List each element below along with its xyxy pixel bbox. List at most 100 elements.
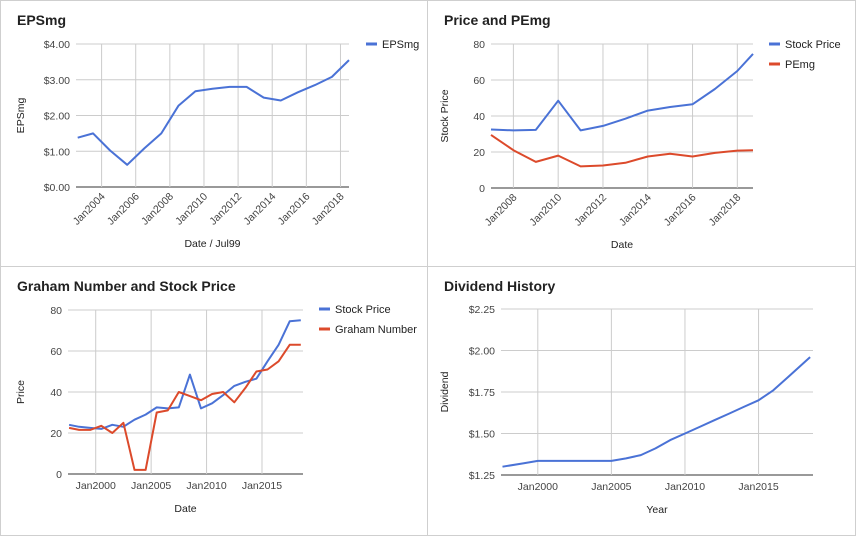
data-point[interactable] [565, 458, 570, 463]
data-point[interactable] [578, 128, 583, 133]
data-point[interactable] [624, 456, 629, 461]
data-point[interactable] [143, 412, 148, 417]
data-point[interactable] [176, 103, 181, 108]
data-point[interactable] [298, 342, 303, 347]
data-point[interactable] [187, 394, 192, 399]
data-point[interactable] [243, 385, 248, 390]
data-point[interactable] [199, 398, 204, 403]
data-point[interactable] [690, 154, 695, 159]
data-point[interactable] [99, 423, 104, 428]
data-point[interactable] [121, 420, 126, 425]
data-point[interactable] [199, 406, 204, 411]
data-point[interactable] [132, 467, 137, 472]
data-point[interactable] [645, 108, 650, 113]
data-point[interactable] [489, 132, 494, 137]
data-point[interactable] [683, 431, 688, 436]
data-point[interactable] [556, 153, 561, 158]
data-point[interactable] [298, 318, 303, 323]
data-point[interactable] [735, 69, 740, 74]
data-point[interactable] [210, 401, 215, 406]
data-point[interactable] [159, 131, 164, 136]
data-point[interactable] [500, 464, 505, 469]
data-point[interactable] [751, 51, 756, 56]
data-point[interactable] [735, 148, 740, 153]
data-point[interactable] [232, 400, 237, 405]
data-point[interactable] [535, 458, 540, 463]
data-point[interactable] [727, 411, 732, 416]
data-point[interactable] [125, 162, 130, 167]
data-point[interactable] [668, 438, 673, 443]
data-point[interactable] [244, 84, 249, 89]
data-point[interactable] [265, 367, 270, 372]
data-point[interactable] [623, 116, 628, 121]
data-point[interactable] [287, 319, 292, 324]
data-point[interactable] [261, 95, 266, 100]
data-point[interactable] [254, 376, 259, 381]
data-point[interactable] [142, 146, 147, 151]
data-point[interactable] [276, 342, 281, 347]
data-point[interactable] [533, 127, 538, 132]
data-point[interactable] [108, 148, 113, 153]
data-point[interactable] [110, 431, 115, 436]
data-point[interactable] [165, 408, 170, 413]
data-point[interactable] [751, 148, 756, 153]
data-point[interactable] [808, 355, 813, 360]
data-point[interactable] [533, 159, 538, 164]
data-point[interactable] [276, 359, 281, 364]
data-point[interactable] [771, 388, 776, 393]
data-point[interactable] [254, 369, 259, 374]
data-point[interactable] [110, 422, 115, 427]
data-point[interactable] [77, 427, 82, 432]
data-point[interactable] [176, 390, 181, 395]
data-point[interactable] [690, 102, 695, 107]
data-point[interactable] [88, 427, 93, 432]
data-point[interactable] [232, 383, 237, 388]
data-point[interactable] [312, 83, 317, 88]
data-point[interactable] [712, 418, 717, 423]
data-point[interactable] [265, 359, 270, 364]
data-point[interactable] [668, 105, 673, 110]
data-point[interactable] [329, 74, 334, 79]
data-point[interactable] [712, 87, 717, 92]
data-point[interactable] [489, 127, 494, 132]
data-point[interactable] [132, 417, 137, 422]
data-point[interactable] [556, 98, 561, 103]
data-point[interactable] [697, 424, 702, 429]
data-point[interactable] [295, 90, 300, 95]
data-point[interactable] [287, 342, 292, 347]
data-point[interactable] [550, 458, 555, 463]
data-point[interactable] [511, 148, 516, 153]
data-point[interactable] [653, 446, 658, 451]
data-point[interactable] [609, 458, 614, 463]
data-point[interactable] [638, 453, 643, 458]
data-point[interactable] [578, 164, 583, 169]
data-point[interactable] [594, 458, 599, 463]
data-point[interactable] [786, 375, 791, 380]
data-point[interactable] [645, 154, 650, 159]
data-point[interactable] [579, 458, 584, 463]
data-point[interactable] [210, 392, 215, 397]
data-point[interactable] [176, 405, 181, 410]
data-point[interactable] [601, 163, 606, 168]
data-point[interactable] [193, 89, 198, 94]
data-point[interactable] [227, 84, 232, 89]
data-point[interactable] [668, 151, 673, 156]
data-point[interactable] [91, 131, 96, 136]
data-point[interactable] [143, 467, 148, 472]
data-point[interactable] [511, 128, 516, 133]
data-point[interactable] [154, 405, 159, 410]
data-point[interactable] [347, 58, 352, 63]
data-point[interactable] [187, 372, 192, 377]
data-point[interactable] [756, 398, 761, 403]
data-point[interactable] [75, 135, 80, 140]
data-point[interactable] [712, 150, 717, 155]
data-point[interactable] [67, 425, 72, 430]
data-point[interactable] [221, 390, 226, 395]
data-point[interactable] [741, 404, 746, 409]
data-point[interactable] [210, 86, 215, 91]
data-point[interactable] [154, 410, 159, 415]
data-point[interactable] [278, 98, 283, 103]
data-point[interactable] [601, 123, 606, 128]
data-point[interactable] [521, 461, 526, 466]
data-point[interactable] [623, 160, 628, 165]
